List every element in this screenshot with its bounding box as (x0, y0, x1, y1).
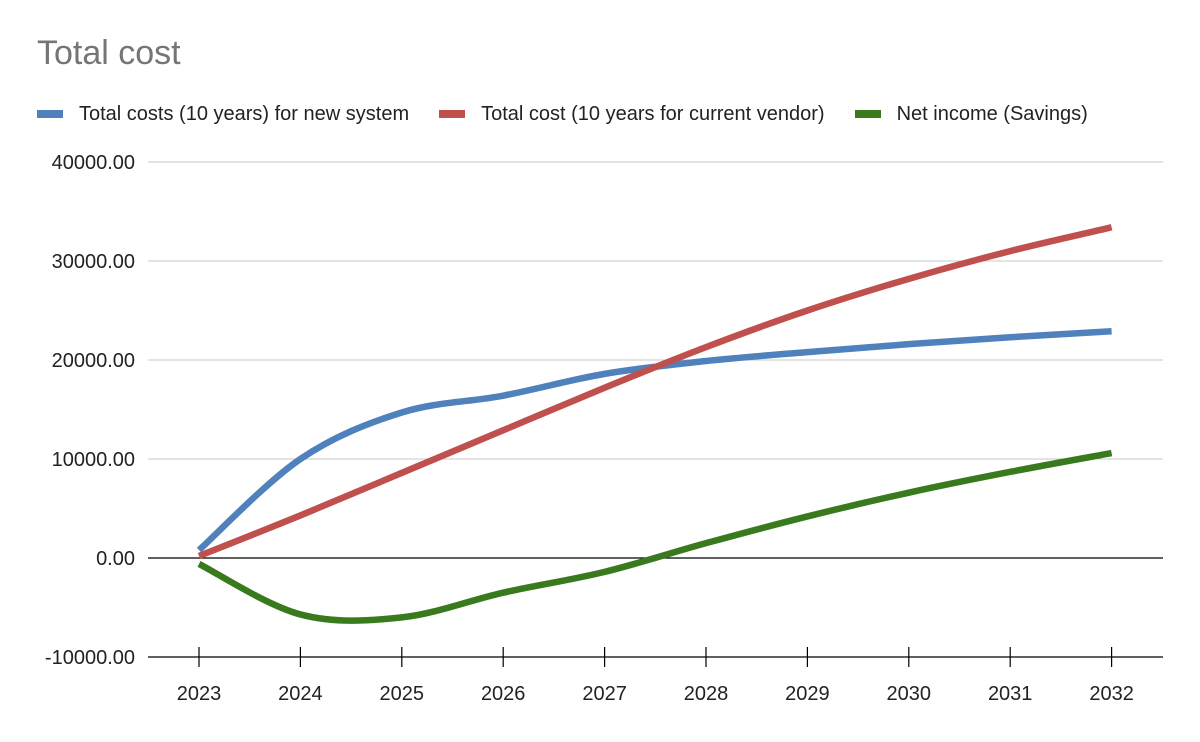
legend-swatch-current-vendor (439, 110, 466, 118)
x-tick-label: 2029 (785, 683, 830, 705)
series-line-current-vendor (197, 224, 1113, 560)
x-tick-label: 2030 (887, 683, 932, 705)
y-tick-label: 20000.00 (52, 350, 135, 372)
x-tick-label: 2025 (380, 683, 425, 705)
legend-item-current-vendor[interactable]: Total cost (10 years for current vendor) (439, 102, 825, 126)
x-tick-label: 2031 (988, 683, 1033, 705)
legend-swatch-new-system (37, 110, 63, 118)
x-tick-label: 2032 (1089, 683, 1134, 705)
chart-title: Total cost (37, 34, 181, 72)
legend-label-net-income: Net income (Savings) (896, 102, 1088, 125)
legend-item-new-system[interactable]: Total costs (10 years) for new system (37, 103, 409, 126)
x-tick-label: 2027 (582, 683, 627, 705)
x-tick-label: 2028 (684, 683, 729, 705)
legend-label-current-vendor: Total cost (10 years for current vendor) (481, 102, 825, 125)
legend-item-net-income[interactable]: Net income (Savings) (854, 102, 1088, 126)
x-tick-label: 2026 (481, 683, 526, 705)
legend-swatch-net-income (854, 110, 881, 118)
y-tick-label: 10000.00 (52, 449, 135, 471)
series-line-net-income (197, 449, 1113, 624)
y-tick-label: 40000.00 (52, 152, 135, 174)
chart-legend: Total costs (10 years) for new system To… (37, 101, 1088, 127)
x-tick-label: 2024 (278, 683, 323, 705)
y-tick-label: 0.00 (96, 548, 135, 570)
x-tick-label: 2023 (177, 683, 222, 705)
y-tick-label: 30000.00 (52, 251, 135, 273)
y-tick-label: -10000.00 (45, 647, 135, 669)
legend-label-new-system: Total costs (10 years) for new system (79, 102, 410, 125)
